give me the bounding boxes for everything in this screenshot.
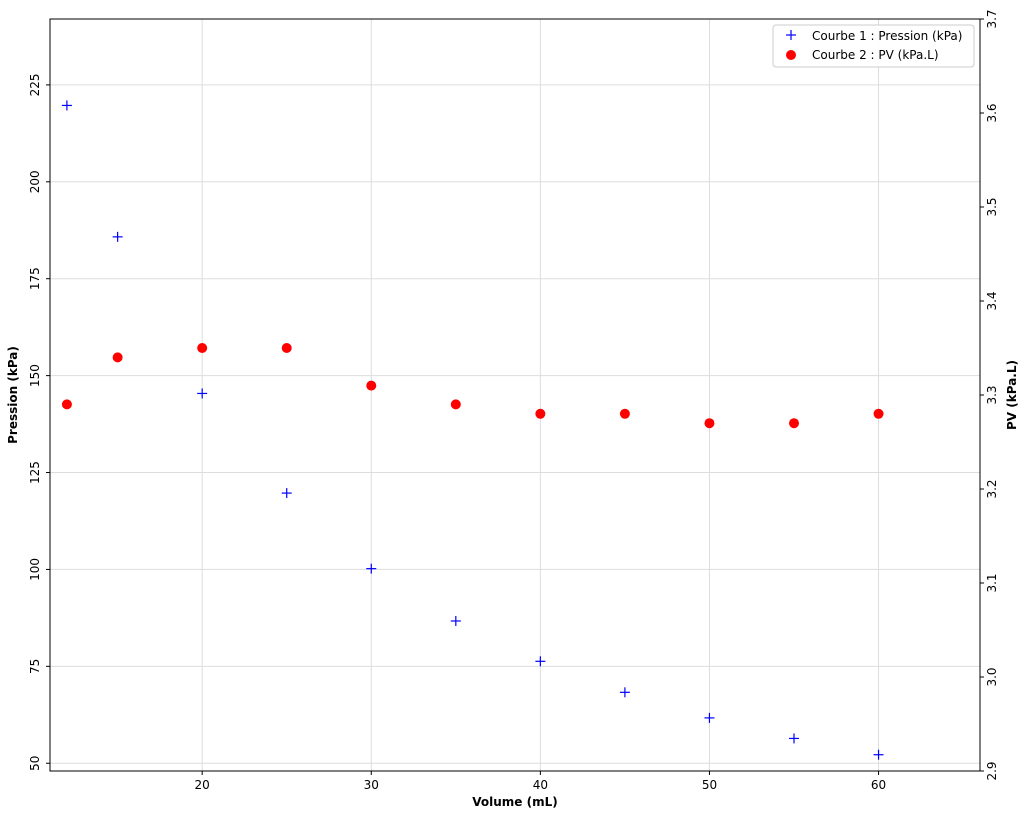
pression-point [281, 488, 292, 499]
y-axis-left-title: Pression (kPa) [6, 346, 20, 444]
x-axis-ticks: 20 30 40 50 60 [195, 771, 886, 792]
pv-point [873, 408, 884, 419]
y-axis-right-ticks: 2.9 3.0 3.1 3.2 3.3 3.4 3.5 3.6 3.7 [980, 9, 999, 781]
pression-point [704, 712, 715, 723]
y-axis-left-ticks: 50 75 100 125 150 175 200 225 [28, 73, 50, 771]
y2-tick-label: 3.4 [985, 291, 999, 310]
pv-point [197, 343, 208, 353]
pression-point [366, 563, 377, 574]
legend-box [772, 24, 975, 68]
data-marks [61, 100, 884, 760]
y2-tick-label: 3.2 [985, 479, 999, 498]
y-tick-label: 125 [28, 461, 42, 484]
pv-point [535, 408, 546, 419]
y2-tick-label: 3.7 [985, 9, 999, 28]
y-tick-label: 100 [28, 558, 42, 581]
pv-point [619, 408, 630, 419]
y-tick-label: 175 [28, 267, 42, 290]
legend-marker-pv [786, 50, 796, 60]
pv-point [112, 352, 123, 363]
y2-tick-label: 3.6 [985, 103, 999, 122]
pression-point [197, 388, 208, 399]
legend-plus-marker [786, 30, 796, 40]
legend-marker-pression [786, 30, 796, 40]
pv-point [789, 418, 799, 429]
pv-point [450, 399, 461, 410]
x-tick-label: 60 [871, 778, 886, 792]
legend-label-pression: Courbe 1 : Pression (kPa) [812, 29, 962, 43]
y-tick-label: 225 [28, 73, 42, 96]
pression-point [873, 749, 884, 760]
y2-tick-label: 2.9 [985, 761, 999, 780]
pression-point [61, 100, 72, 111]
y2-tick-label: 3.1 [985, 573, 999, 592]
y2-tick-label: 3.0 [985, 667, 999, 686]
y-axis-right-title: PV (kPa.L) [1005, 360, 1019, 430]
grid-lines [50, 19, 980, 771]
pv-point [281, 343, 292, 353]
x-tick-label: 40 [533, 778, 548, 792]
legend-label-pv: Courbe 2 : PV (kPa.L) [812, 48, 939, 62]
x-tick-label: 30 [364, 778, 379, 792]
pression-point [789, 733, 799, 744]
y2-tick-label: 3.5 [985, 197, 999, 216]
legend-circle-marker [786, 50, 796, 60]
y-tick-label: 50 [28, 756, 42, 771]
y2-tick-label: 3.3 [985, 385, 999, 404]
plot-frame [49, 18, 981, 772]
y-tick-label: 200 [28, 170, 42, 193]
pression-point [535, 656, 546, 667]
x-tick-label: 50 [702, 778, 717, 792]
y-tick-label: 150 [28, 364, 42, 387]
x-tick-label: 20 [195, 778, 210, 792]
pression-point [619, 687, 630, 698]
pv-point [704, 418, 715, 429]
y-tick-label: 75 [28, 659, 42, 674]
pression-point [450, 615, 461, 626]
pression-point [112, 231, 123, 242]
x-axis-title: Volume (mL) [472, 795, 557, 809]
pv-point [61, 399, 72, 410]
legend: Courbe 1 : Pression (kPa) Courbe 2 : PV … [772, 24, 975, 68]
pv-point [366, 380, 377, 391]
